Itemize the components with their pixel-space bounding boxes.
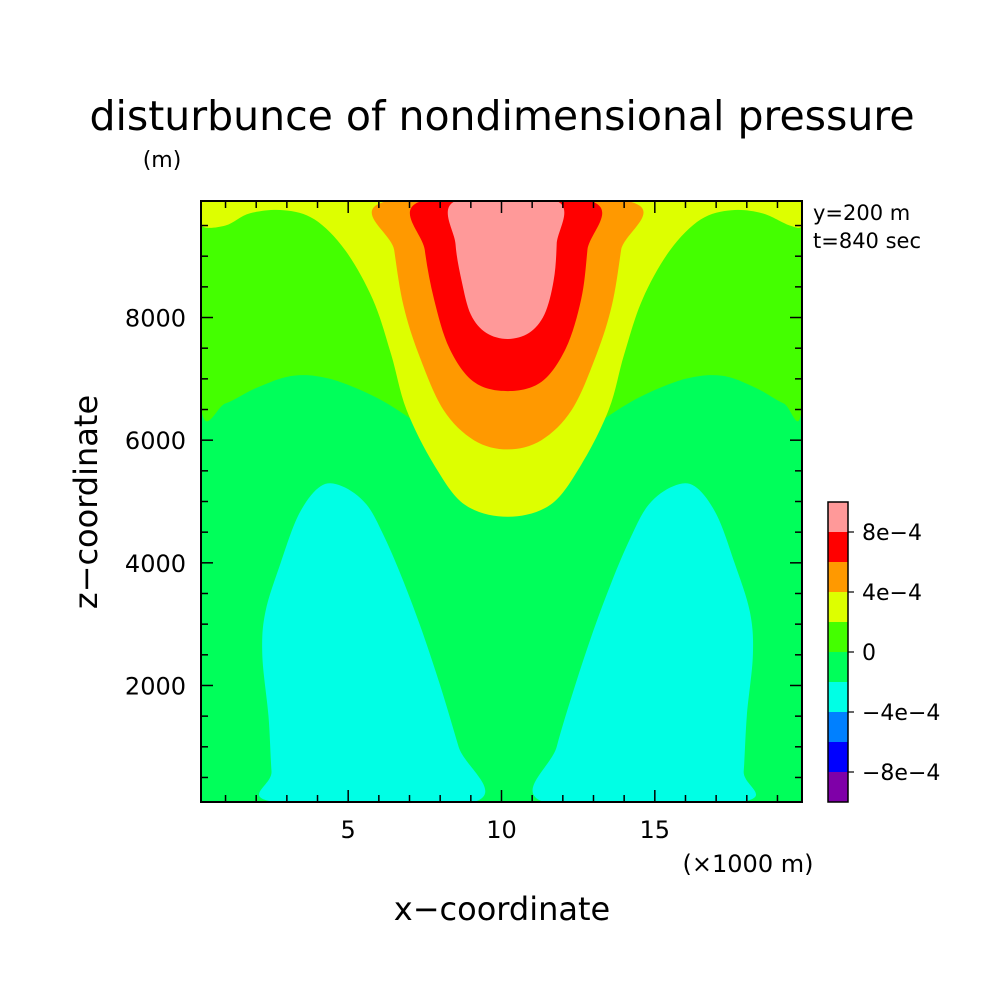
colorbar-swatch [828,502,848,532]
x-unit-note: (×1000 m) [683,850,814,878]
contour-region-4 [447,201,565,339]
x-tick-label: 10 [486,816,517,844]
colorbar-swatch [828,622,848,652]
colorbar-label: −4e−4 [862,701,940,726]
plot-area [200,200,803,803]
colorbar-label: 8e−4 [862,521,922,546]
colorbar-swatch [828,682,848,712]
annotation-y: y=200 m [813,201,910,225]
units-label: (m) [143,148,182,173]
y-axis-label: z−coordinate [67,395,105,609]
contour-regions [201,201,802,802]
colorbar-label: −8e−4 [862,761,940,786]
y-tick-label: 8000 [125,305,186,333]
axis-ticks [201,201,802,802]
colorbar-swatch [828,652,848,682]
y-tick-label: 6000 [125,427,186,455]
colorbar-swatch [828,592,848,622]
colorbar-swatch [828,532,848,562]
colorbar-swatch [828,712,848,742]
x-tick-label: 15 [640,816,671,844]
x-tick-labels: 5 10 15 [341,816,671,844]
y-tick-label: 4000 [125,550,186,578]
colorbar-label: 4e−4 [862,581,922,606]
contour-region-6 [532,483,756,802]
chart-title: disturbunce of nondimensional pressure [89,92,914,140]
colorbar-swatch [828,772,848,802]
contour-region-5 [259,483,486,802]
colorbar-label: 0 [862,641,876,666]
x-axis-label: x−coordinate [394,890,610,928]
colorbar: 8e−4 4e−4 0 −4e−4 −8e−4 [827,501,940,803]
annotation-t: t=840 sec [813,229,921,253]
y-tick-labels: 2000 4000 6000 8000 [125,305,186,701]
colorbar-swatch [828,562,848,592]
colorbar-swatch [828,742,848,772]
x-tick-label: 5 [341,816,356,844]
y-tick-label: 2000 [125,672,186,700]
